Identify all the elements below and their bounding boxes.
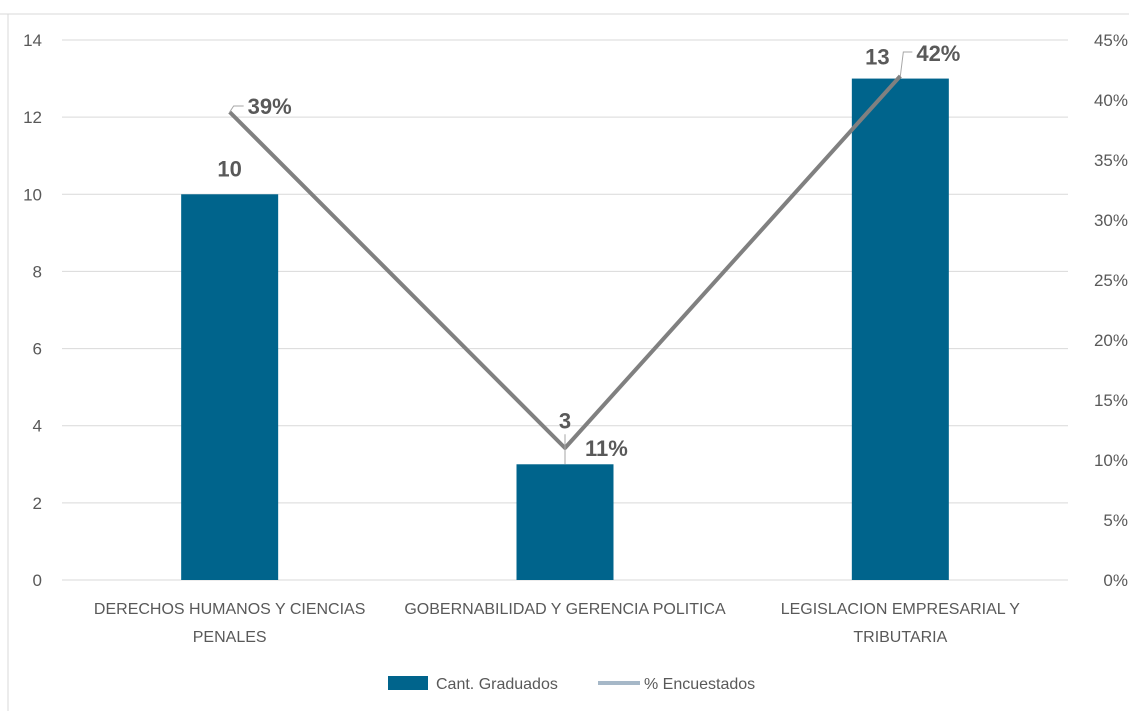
bar-data-label: 10 bbox=[217, 156, 241, 181]
bar bbox=[516, 464, 614, 580]
axes: 0 2 4 6 8 10 12 14 0% 5% 10% 15% 20% 25% 30% 35% 40% 45% D… bbox=[23, 31, 1128, 646]
bar bbox=[181, 194, 279, 581]
y-right-tick-label: 10% bbox=[1094, 451, 1128, 470]
x-category-label: LEGISLACION EMPRESARIAL Y bbox=[781, 601, 1021, 618]
y-left-tick-label: 8 bbox=[33, 262, 42, 281]
bar-data-label: 13 bbox=[865, 45, 889, 70]
y-right-tick-label: 30% bbox=[1094, 211, 1128, 230]
y-right-tick-label: 35% bbox=[1094, 151, 1128, 170]
line-label-leader bbox=[229, 105, 244, 113]
legend-label-bar: Cant. Graduados bbox=[436, 676, 558, 693]
y-left-tick-label: 4 bbox=[33, 417, 42, 436]
y-right-tick-label: 25% bbox=[1094, 271, 1128, 290]
y-left-tick-label: 12 bbox=[23, 108, 42, 127]
y-right-tick-label: 20% bbox=[1094, 331, 1128, 350]
line-data-label: 39% bbox=[248, 94, 292, 119]
bar-data-label: 3 bbox=[559, 408, 571, 433]
bar-series bbox=[181, 78, 949, 581]
y-left-tick-label: 14 bbox=[23, 31, 42, 50]
legend-label-line: % Encuestados bbox=[644, 676, 755, 693]
bar bbox=[851, 78, 949, 581]
y-left-tick-label: 10 bbox=[23, 185, 42, 204]
line-data-label: 42% bbox=[916, 41, 960, 66]
y-right-tick-label: 45% bbox=[1094, 31, 1128, 50]
y-right-tick-label: 15% bbox=[1094, 391, 1128, 410]
line-label-leader bbox=[899, 51, 913, 77]
line-data-label: 11% bbox=[585, 436, 628, 461]
x-category-label: GOBERNABILIDAD Y GERENCIA POLITICA bbox=[404, 601, 726, 618]
x-category-label: PENALES bbox=[193, 629, 267, 646]
y-left-tick-label: 0 bbox=[33, 571, 42, 590]
x-category-label: DERECHOS HUMANOS Y CIENCIAS bbox=[94, 601, 365, 618]
y-right-tick-label: 0% bbox=[1103, 571, 1128, 590]
y-right-tick-label: 5% bbox=[1103, 511, 1128, 530]
x-category-label: TRIBUTARIA bbox=[853, 629, 947, 646]
y-left-tick-label: 6 bbox=[33, 340, 42, 359]
legend: Cant. Graduados % Encuestados bbox=[388, 676, 755, 693]
legend-swatch-bar bbox=[388, 676, 428, 690]
data-labels: 10 3 13 39% 11% 42% bbox=[217, 41, 960, 465]
y-right-tick-label: 40% bbox=[1094, 91, 1128, 110]
y-left-tick-label: 2 bbox=[33, 494, 42, 513]
